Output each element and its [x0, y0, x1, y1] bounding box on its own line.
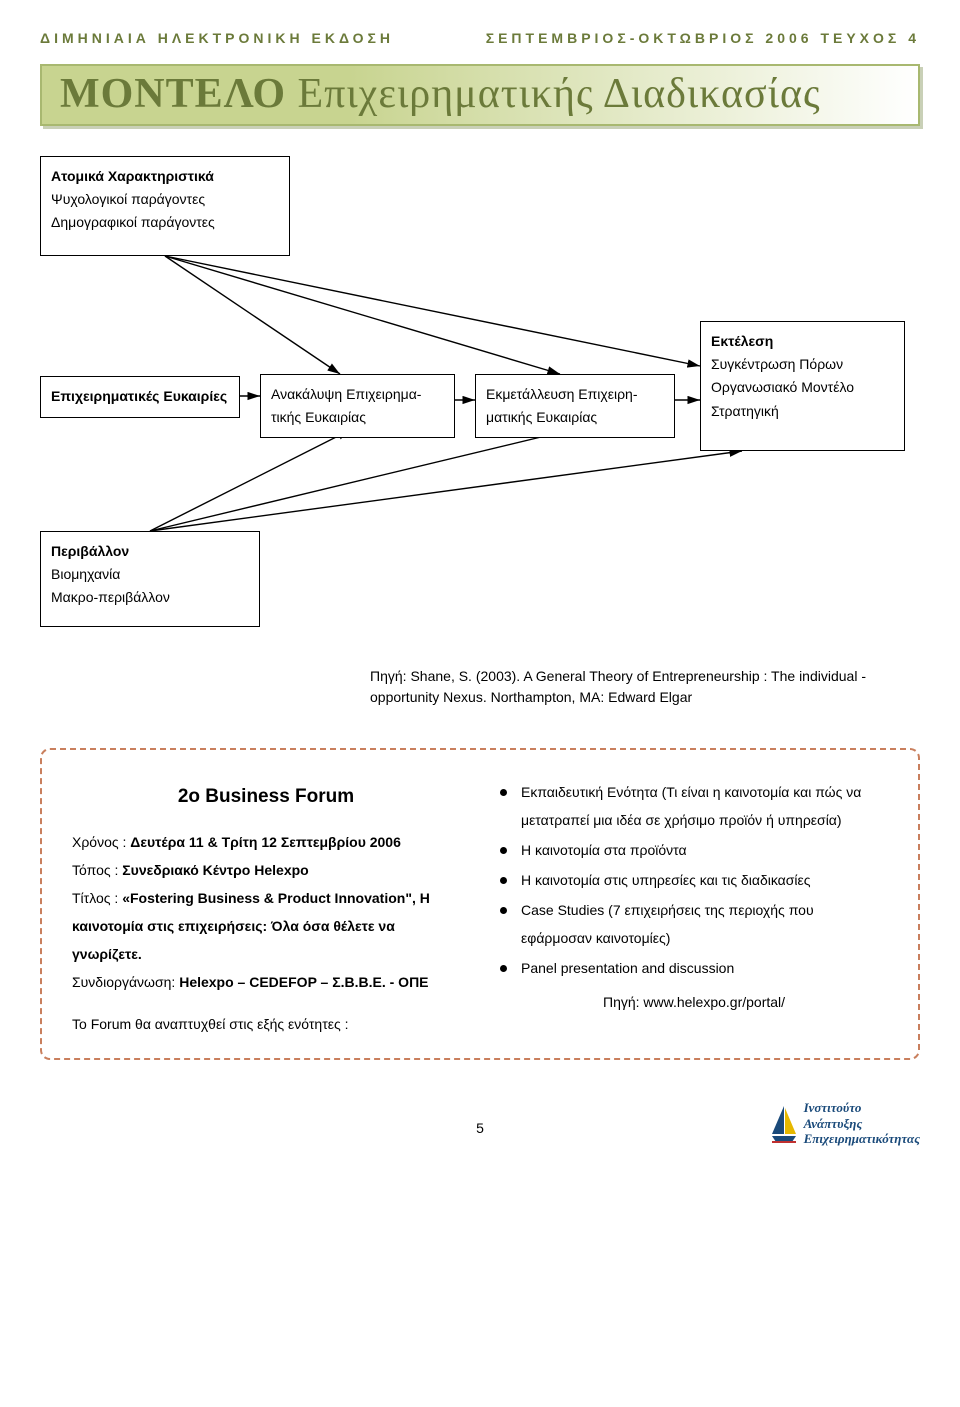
- title-rest: Επιχειρηματικής Διαδικασίας: [286, 71, 821, 117]
- node-ekmetallefsi: Εκμετάλλευση Επιχειρη- ματικής Ευκαιρίας: [475, 374, 675, 438]
- node-ektelesi-l2: Στρατηγική: [711, 400, 894, 423]
- node-eukairies-head: Επιχειρηματικές Ευκαιρίες: [51, 388, 227, 404]
- node-atomika-l1: Δημογραφικοί παράγοντες: [51, 211, 279, 234]
- node-perivallon: Περιβάλλον Βιομηχανία Μακρο-περιβάλλον: [40, 531, 260, 627]
- node-ektelesi-head: Εκτέλεση: [711, 330, 894, 353]
- node-ektelesi: Εκτέλεση Συγκέντρωση Πόρων Οργανωσιακό Μ…: [700, 321, 905, 451]
- forum-bullet-0: Εκπαιδευτική Ενότητα (Τι είναι η καινοτο…: [500, 778, 888, 834]
- source-citation: Πηγή: Shane, S. (2003). A General Theory…: [370, 666, 870, 708]
- footer: 5 Ινστιτούτο Ανάπτυξης Επιχειρηματικότητ…: [40, 1100, 920, 1170]
- footer-logo-text: Ινστιτούτο Ανάπτυξης Επιχειρηματικότητας: [804, 1100, 920, 1147]
- node-anakalypsi: Ανακάλυψη Επιχειρημα- τικής Ευκαιρίας: [260, 374, 455, 438]
- node-atomika-head: Ατομικά Χαρακτηριστικά: [51, 165, 279, 188]
- forum-left-5: Το Forum θα αναπτυχθεί στις εξής ενότητε…: [72, 1010, 460, 1038]
- bullet-icon: [500, 907, 507, 914]
- forum-bullet-2: Η καινοτομία στις υπηρεσίες και τις διαδ…: [500, 866, 888, 894]
- forum-bullet-4: Panel presentation and discussion: [500, 954, 888, 982]
- forum-bullet-3: Case Studies (7 επιχειρήσεις της περιοχή…: [500, 896, 888, 952]
- bullet-icon: [500, 847, 507, 854]
- node-perivallon-l0: Βιομηχανία: [51, 563, 249, 586]
- node-ektelesi-l0: Συγκέντρωση Πόρων: [711, 353, 894, 376]
- forum-title: 2ο Business Forum: [72, 778, 460, 816]
- node-perivallon-head: Περιβάλλον: [51, 540, 249, 563]
- node-anakalypsi-l1: τικής Ευκαιρίας: [271, 406, 444, 429]
- forum-left-col: 2ο Business Forum Χρόνος : Δευτέρα 11 & …: [72, 778, 460, 1038]
- header-row: ΔΙΜΗΝΙΑΙΑ ΗΛΕΚΤΡΟΝΙΚΗ ΕΚΔΟΣΗ ΣΕΠΤΕΜΒΡΙΟΣ…: [40, 30, 920, 46]
- forum-left-2: Τίτλος : «Fostering Business & Product I…: [72, 884, 460, 968]
- node-atomika: Ατομικά Χαρακτηριστικά Ψυχολογικοί παράγ…: [40, 156, 290, 256]
- forum-left-3: Συνδιοργάνωση: Helexpo – CEDEFOP – Σ.Β.Β…: [72, 968, 460, 996]
- forum-right-col: Εκπαιδευτική Ενότητα (Τι είναι η καινοτο…: [500, 778, 888, 1038]
- forum-left-1: Τόπος : Συνεδριακό Κέντρο Helexpo: [72, 856, 460, 884]
- footer-logo: Ινστιτούτο Ανάπτυξης Επιχειρηματικότητας: [770, 1100, 920, 1147]
- node-ekmetallefsi-l0: Εκμετάλλευση Επιχειρη-: [486, 383, 664, 406]
- node-eukairies: Επιχειρηματικές Ευκαιρίες: [40, 376, 240, 418]
- bullet-icon: [500, 965, 507, 972]
- node-ektelesi-l1: Οργανωσιακό Μοντέλο: [711, 376, 894, 399]
- forum-right-source: Πηγή: www.helexpo.gr/portal/: [500, 988, 888, 1016]
- page-title: ΜΟΝΤΕΛΟ Επιχειρηματικής Διαδικασίας: [40, 64, 920, 126]
- node-perivallon-l1: Μακρο-περιβάλλον: [51, 586, 249, 609]
- forum-left-0: Χρόνος : Δευτέρα 11 & Τρίτη 12 Σεπτεμβρί…: [72, 828, 460, 856]
- header-right: ΣΕΠΤΕΜΒΡΙΟΣ-ΟΚΤΩΒΡΙΟΣ 2006 ΤΕΥΧΟΣ 4: [486, 30, 920, 46]
- node-atomika-l0: Ψυχολογικοί παράγοντες: [51, 188, 279, 211]
- node-anakalypsi-l0: Ανακάλυψη Επιχειρημα-: [271, 383, 444, 406]
- process-diagram: Ατομικά Χαρακτηριστικά Ψυχολογικοί παράγ…: [40, 156, 920, 636]
- title-bold: ΜΟΝΤΕΛΟ: [60, 71, 286, 117]
- sail-icon: [770, 1104, 798, 1144]
- node-ekmetallefsi-l1: ματικής Ευκαιρίας: [486, 406, 664, 429]
- header-left: ΔΙΜΗΝΙΑΙΑ ΗΛΕΚΤΡΟΝΙΚΗ ΕΚΔΟΣΗ: [40, 30, 394, 46]
- bullet-icon: [500, 877, 507, 884]
- forum-bullet-1: Η καινοτομία στα προϊόντα: [500, 836, 888, 864]
- forum-panel: 2ο Business Forum Χρόνος : Δευτέρα 11 & …: [40, 748, 920, 1060]
- bullet-icon: [500, 789, 507, 796]
